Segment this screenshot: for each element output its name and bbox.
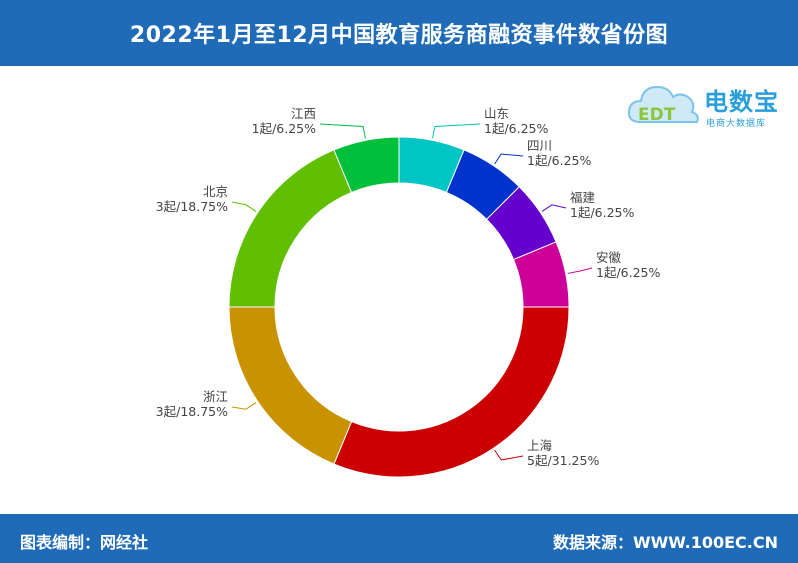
cloud-logo-icon: EDT [627, 85, 699, 125]
footer-source: 数据来源：WWW.100EC.CN [552, 533, 778, 552]
slice-label-name-7: 江西 [291, 106, 316, 121]
leader-line-1 [494, 153, 524, 165]
slice-label-name-1: 四川 [527, 138, 552, 153]
leader-line-0 [432, 123, 481, 139]
leader-line-7 [319, 123, 366, 139]
logo-text: 电数宝 [704, 88, 779, 116]
logo-mark: EDT [638, 105, 676, 125]
chart-title-bar: 2022年1月至12月中国教育服务商融资事件数省份图 [0, 0, 798, 66]
slice-label-name-3: 安徽 [596, 250, 622, 265]
slice-label-value-5: 3起/18.75% [156, 404, 228, 419]
leader-line-2 [541, 204, 567, 212]
logo: EDT 电数宝 电商大数据库 [626, 72, 794, 136]
slice-label-value-7: 1起/6.25% [252, 121, 316, 136]
slice-label-name-0: 山东 [484, 106, 509, 121]
slice-label-name-4: 上海 [527, 438, 553, 453]
donut-slice-7 [333, 136, 400, 194]
chart-title: 2022年1月至12月中国教育服务商融资事件数省份图 [129, 23, 669, 48]
slice-label-value-1: 1起/6.25% [527, 153, 591, 168]
donut-slice-6 [228, 149, 353, 308]
footer-compiler: 图表编制：网经社 [20, 533, 149, 552]
slice-label-value-6: 3起/18.75% [156, 199, 228, 214]
slice-label-name-6: 北京 [203, 184, 228, 199]
donut-slice-5 [228, 306, 353, 465]
slice-label-name-2: 福建 [570, 190, 596, 205]
donut-chart: 山东1起/6.25%四川1起/6.25%福建1起/6.25%安徽1起/6.25%… [156, 106, 660, 478]
slice-label-value-3: 1起/6.25% [596, 265, 660, 280]
slice-label-value-0: 1起/6.25% [484, 121, 548, 136]
footer-bar: 图表编制：网经社 数据来源：WWW.100EC.CN [0, 514, 798, 563]
logo-tagline: 电商大数据库 [706, 119, 767, 129]
leader-line-5 [231, 402, 257, 410]
slice-label-value-2: 1起/6.25% [570, 205, 634, 220]
slice-label-name-5: 浙江 [203, 389, 228, 404]
leader-line-4 [494, 449, 524, 461]
leader-line-3 [567, 267, 593, 274]
slice-label-value-4: 5起/31.25% [527, 453, 599, 468]
leader-line-6 [231, 201, 257, 212]
